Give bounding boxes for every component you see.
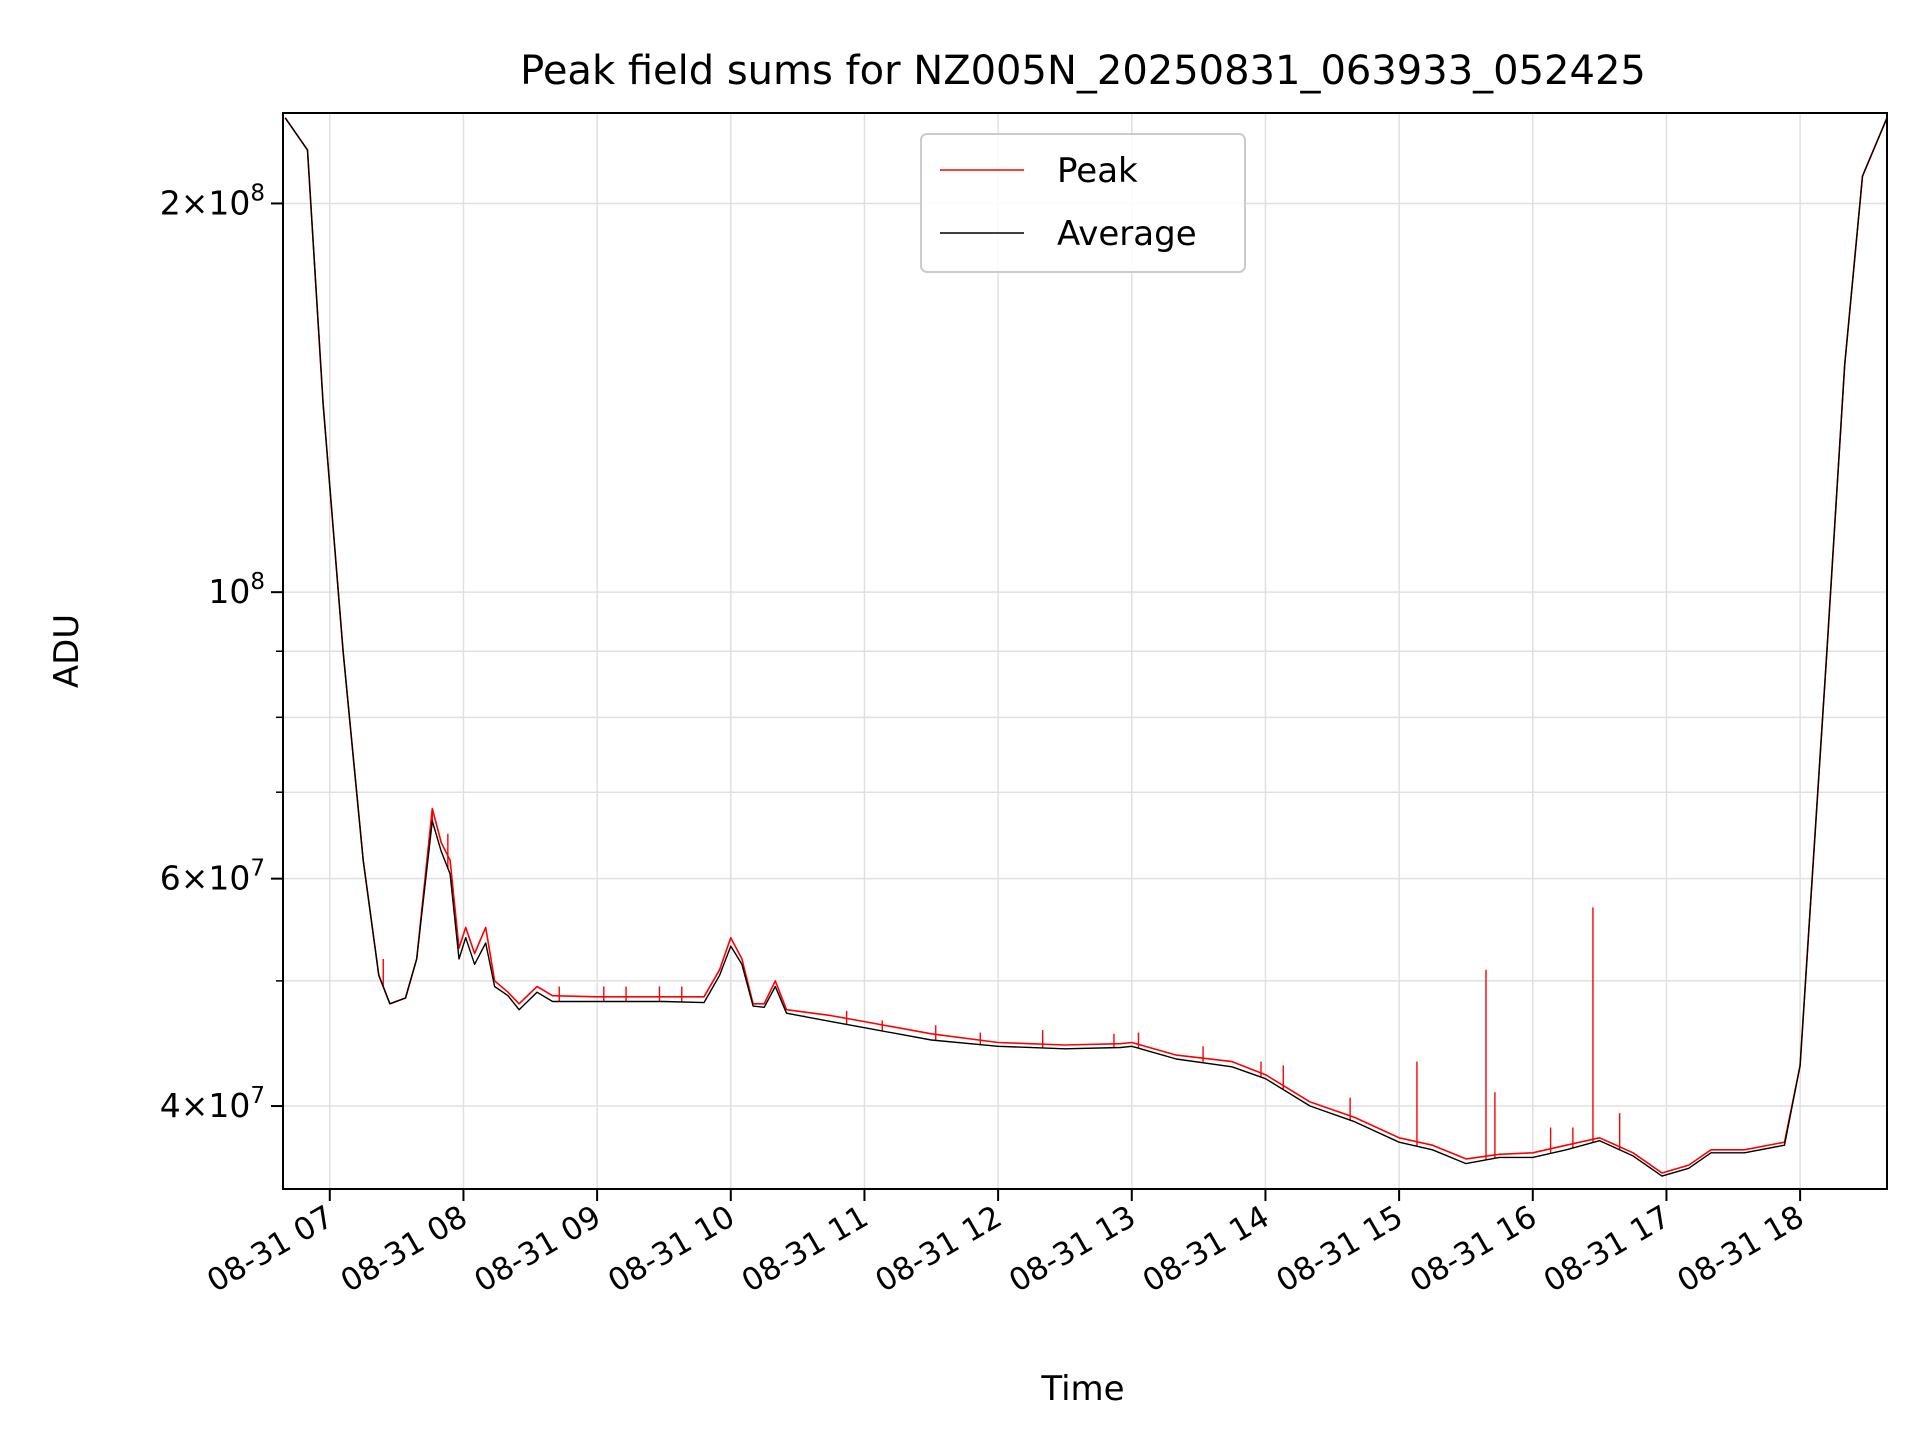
legend-label-peak: Peak: [1057, 151, 1138, 191]
chart-title: Peak field sums for NZ005N_20250831_0639…: [520, 48, 1646, 94]
series-line-average: [284, 117, 1888, 1177]
y-tick-label: 108: [208, 569, 265, 611]
series-layer: [284, 117, 1888, 1177]
series-line-peak: [284, 117, 1888, 1174]
y-tick-label: 4×107: [160, 1083, 265, 1125]
x-axis-label: Time: [1040, 1369, 1124, 1409]
y-axis: 4×107 6×107 108 2×108: [160, 180, 283, 1125]
grid: [283, 113, 1887, 1189]
legend-box: [920, 133, 1246, 273]
legend: Peak Average: [920, 133, 1246, 273]
y-tick-label: 6×107: [160, 856, 265, 898]
y-axis-label: ADU: [47, 614, 87, 688]
y-tick-label: 2×108: [160, 180, 265, 222]
legend-label-average: Average: [1057, 214, 1197, 254]
